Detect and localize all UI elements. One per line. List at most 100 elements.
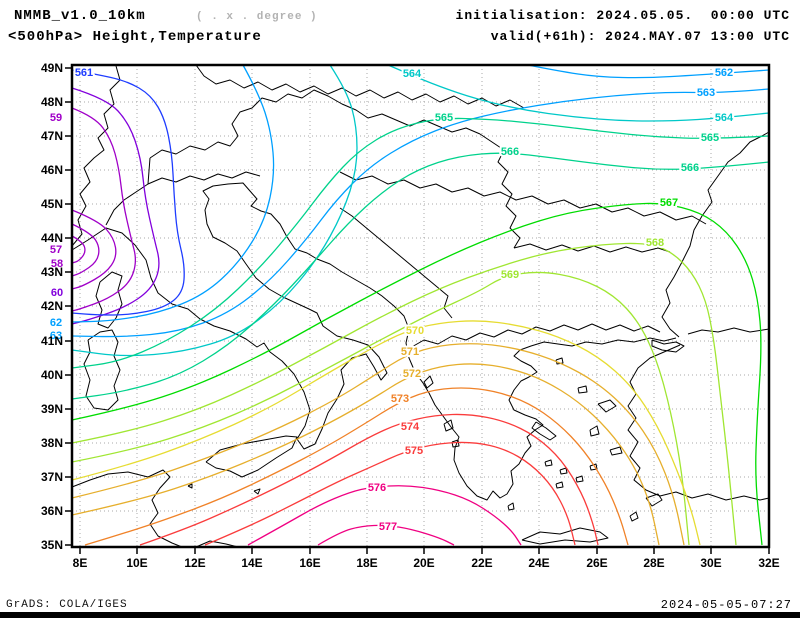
contour-label-57: 57 <box>50 244 62 256</box>
coastline <box>629 511 639 522</box>
contour-label-577: 577 <box>379 521 397 533</box>
contour-label-59: 59 <box>50 112 62 124</box>
contour-line-566 <box>71 152 770 400</box>
contour-label-568: 568 <box>646 237 664 249</box>
contour-line-561 <box>71 69 185 316</box>
contour-line-575 <box>204 441 576 546</box>
contour-line-568 <box>71 242 737 546</box>
coastline <box>589 425 600 437</box>
lat-axis-label: 35N <box>41 538 63 552</box>
unit-note: ( . x . degree ) <box>196 11 318 23</box>
lat-axis-label: 38N <box>41 436 63 450</box>
contour-line-577 <box>317 524 455 546</box>
coastline <box>443 419 454 432</box>
coastline <box>555 481 564 489</box>
country-border <box>339 171 707 225</box>
contour-label-575: 575 <box>405 445 423 457</box>
country-border <box>71 65 121 247</box>
lat-axis-label: 46N <box>41 163 63 177</box>
contour-line-567 <box>71 202 763 546</box>
contour-line-556 <box>71 235 86 264</box>
contour-line-557 <box>71 223 100 277</box>
lon-axis-label: 32E <box>758 556 779 570</box>
coastline <box>195 540 239 548</box>
contour-label-572: 572 <box>403 368 421 380</box>
country-border <box>195 64 525 109</box>
creation-timestamp: 2024-05-05-07:27 <box>660 598 792 612</box>
lat-axis-label: 36N <box>41 504 63 518</box>
contour-line-565 <box>71 117 770 369</box>
contour-label-567: 567 <box>660 197 678 209</box>
contour-line-574 <box>139 413 599 546</box>
contour-label-566: 566 <box>681 162 699 174</box>
coastline <box>687 327 770 335</box>
coastline <box>187 483 193 489</box>
lon-axis-label: 26E <box>586 556 607 570</box>
lon-axis-label: 12E <box>184 556 205 570</box>
lon-axis-label: 24E <box>528 556 549 570</box>
valid-time: valid(+61h): 2024.MAY.07 13:00 UTC <box>490 29 790 44</box>
grads-credit: GrADS: COLA/IGES <box>6 599 128 611</box>
lon-axis-label: 14E <box>241 556 262 570</box>
model-title: NMMB_v1.0_10km <box>14 8 146 24</box>
lat-axis-label: 44N <box>41 231 63 245</box>
contour-label-571: 571 <box>401 346 419 358</box>
coastline <box>205 435 298 478</box>
lon-axis-label: 16E <box>299 556 320 570</box>
contour-line-572 <box>71 363 660 546</box>
contour-line-558 <box>71 209 117 290</box>
coastline <box>577 385 588 394</box>
coastline <box>544 459 553 467</box>
image-bottom-bar <box>0 612 800 618</box>
coastline <box>559 467 568 475</box>
contour-line-571 <box>71 343 685 546</box>
country-border <box>339 207 453 319</box>
coastline <box>95 271 123 329</box>
contour-label-573: 573 <box>391 393 409 405</box>
lon-axis-label: 18E <box>356 556 377 570</box>
coastline <box>609 446 623 456</box>
lon-axis-label: 8E <box>73 556 88 570</box>
coastline <box>575 475 584 483</box>
contour-line-562 <box>527 64 770 79</box>
contour-label-564: 564 <box>403 68 422 80</box>
contour-line-562 <box>71 64 275 323</box>
coastline <box>423 375 434 389</box>
coastline <box>253 488 261 495</box>
contour-label-562: 562 <box>715 67 733 79</box>
lon-axis-label: 22E <box>471 556 492 570</box>
contour-line-570 <box>71 320 701 546</box>
contour-line-576 <box>247 485 522 546</box>
lat-axis-label: 40N <box>41 368 63 382</box>
contour-label-574: 574 <box>401 421 420 433</box>
country-border <box>147 171 261 185</box>
lat-axis-label: 48N <box>41 95 63 109</box>
coastline <box>71 182 677 501</box>
lon-axis-label: 30E <box>700 556 721 570</box>
contour-label-570: 570 <box>406 325 424 337</box>
lat-axis-label: 47N <box>41 129 63 143</box>
initialisation-time: initialisation: 2024.05.05. 00:00 UTC <box>455 8 790 23</box>
lon-axis-label: 28E <box>643 556 664 570</box>
contour-label-566: 566 <box>501 146 519 158</box>
contour-line-560 <box>71 87 160 325</box>
contour-label-58: 58 <box>51 258 63 270</box>
field-subtitle: <500hPa> Height,Temperature <box>8 29 262 45</box>
coastline <box>597 399 617 413</box>
contour-label-561: 561 <box>75 67 93 79</box>
contour-label-576: 576 <box>368 482 386 494</box>
lat-axis-label: 39N <box>41 402 63 416</box>
contour-label-565: 565 <box>435 112 453 124</box>
contour-line-573 <box>84 387 629 546</box>
contour-label-63: 63 <box>50 330 62 342</box>
coastline <box>645 493 663 507</box>
coastline <box>555 357 564 365</box>
lon-axis-label: 20E <box>413 556 434 570</box>
coastline <box>521 527 609 545</box>
lat-axis-label: 43N <box>41 265 63 279</box>
contour-line-559 <box>71 107 137 312</box>
country-border <box>409 323 661 349</box>
coastline <box>661 131 770 338</box>
